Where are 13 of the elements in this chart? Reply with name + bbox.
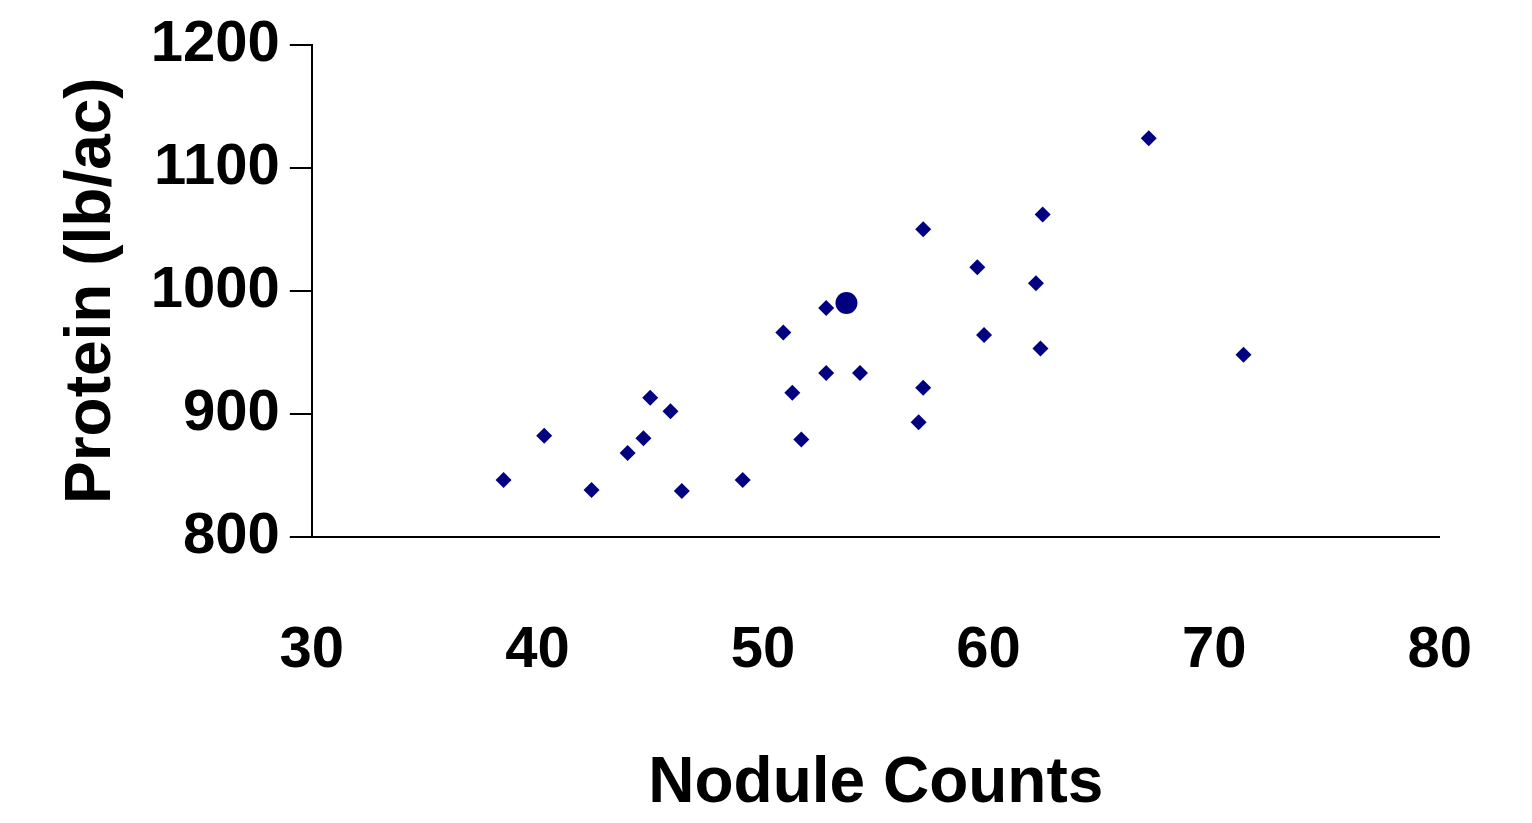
y-tick-label: 800 [183,499,280,565]
y-tick-label: 1100 [154,130,280,196]
y-axis-title: Protein (lb/ac) [52,77,125,505]
y-tick-label: 1000 [150,253,280,319]
x-tick-label: 70 [1181,614,1247,680]
x-axis-title: Nodule Counts [648,744,1104,817]
x-tick-label: 40 [505,614,570,680]
y-tick-label: 1200 [150,7,280,73]
x-tick-label: 80 [1407,614,1472,680]
x-tick-label: 30 [279,614,345,680]
x-tick-label: 60 [956,614,1021,680]
y-tick-label: 900 [183,376,280,442]
x-tick-label: 50 [730,614,796,680]
